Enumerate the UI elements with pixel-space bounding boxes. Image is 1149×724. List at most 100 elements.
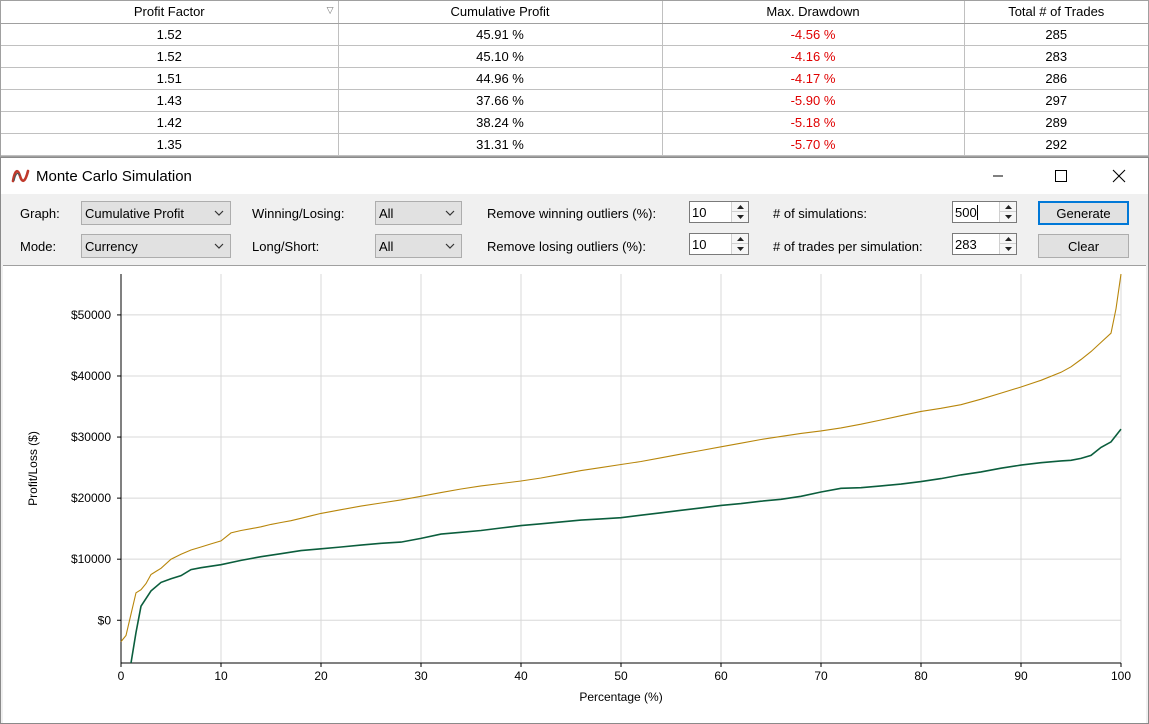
- chevron-down-icon: [214, 243, 224, 249]
- remove-losing-outliers-value: 10: [692, 237, 707, 252]
- table-row[interactable]: 1.52 45.10 % -4.16 % 283: [1, 45, 1148, 68]
- cell-total-trades: 286: [964, 67, 1148, 90]
- remove-losing-outliers-label: Remove losing outliers (%):: [487, 239, 646, 254]
- table-row[interactable]: 1.51 44.96 % -4.17 % 286: [1, 67, 1148, 90]
- x-tick-label: 20: [314, 669, 328, 683]
- cell-profit-factor: 1.52: [1, 45, 339, 68]
- close-icon: [1112, 169, 1126, 183]
- cell-cumulative-profit: 44.96 %: [338, 67, 663, 90]
- x-tick-label: 0: [118, 669, 125, 683]
- remove-losing-outliers-spinner[interactable]: 10: [689, 233, 749, 255]
- graph-label: Graph:: [20, 206, 60, 221]
- table-row[interactable]: 1.42 38.24 % -5.18 % 289: [1, 111, 1148, 134]
- column-header-total-trades[interactable]: Total # of Trades: [964, 1, 1148, 24]
- spinner-buttons[interactable]: [731, 234, 748, 254]
- results-table: Profit Factor ▽ Cumulative Profit Max. Dr…: [1, 1, 1148, 156]
- cell-total-trades: 292: [964, 133, 1148, 156]
- cell-total-trades: 283: [964, 45, 1148, 68]
- maximize-button[interactable]: [1032, 158, 1090, 194]
- title-bar[interactable]: Monte Carlo Simulation: [1, 158, 1148, 194]
- chevron-down-icon: [445, 243, 455, 249]
- cell-max-drawdown: -5.90 %: [662, 89, 965, 112]
- spin-up-icon[interactable]: [732, 234, 748, 244]
- winning-losing-dropdown-value: All: [379, 206, 394, 221]
- cell-max-drawdown: -5.18 %: [662, 111, 965, 134]
- chart-series: [120, 273, 1122, 664]
- spinner-buttons[interactable]: [731, 202, 748, 222]
- x-tick-label: 100: [1111, 669, 1131, 683]
- trades-per-simulation-value: 283: [955, 237, 977, 252]
- cell-cumulative-profit: 38.24 %: [338, 111, 663, 134]
- cell-max-drawdown: -5.70 %: [662, 133, 965, 156]
- maximize-icon: [1055, 170, 1067, 182]
- spin-down-icon[interactable]: [1000, 212, 1016, 222]
- series-line-1: [120, 273, 1122, 642]
- monte-carlo-window: Monte Carlo Simulation Graph: Cumulative…: [0, 157, 1149, 724]
- sort-descending-icon: ▽: [326, 5, 334, 15]
- mode-dropdown-value: Currency: [85, 239, 138, 254]
- long-short-dropdown-value: All: [379, 239, 394, 254]
- x-tick-label: 40: [514, 669, 528, 683]
- column-header-cumulative-profit[interactable]: Cumulative Profit: [338, 1, 663, 24]
- graph-dropdown[interactable]: Cumulative Profit: [81, 201, 231, 225]
- trades-per-simulation-spinner[interactable]: 283: [952, 233, 1017, 255]
- spinner-buttons[interactable]: [999, 234, 1016, 254]
- minimize-button[interactable]: [969, 158, 1027, 194]
- remove-winning-outliers-label: Remove winning outliers (%):: [487, 206, 657, 221]
- spinner-buttons[interactable]: [999, 202, 1016, 222]
- num-simulations-spinner[interactable]: 500: [952, 201, 1017, 223]
- long-short-dropdown[interactable]: All: [375, 234, 462, 258]
- column-header-max-drawdown[interactable]: Max. Drawdown: [662, 1, 965, 24]
- num-simulations-value: 500: [955, 205, 977, 220]
- long-short-label: Long/Short:: [252, 239, 320, 254]
- mode-dropdown[interactable]: Currency: [81, 234, 231, 258]
- winning-losing-label: Winning/Losing:: [252, 206, 345, 221]
- spin-down-icon[interactable]: [732, 212, 748, 222]
- cell-max-drawdown: -4.17 %: [662, 67, 965, 90]
- column-header-profit-factor[interactable]: Profit Factor ▽: [1, 1, 339, 24]
- chevron-down-icon: [445, 210, 455, 216]
- cell-max-drawdown: -4.56 %: [662, 23, 965, 46]
- cell-total-trades: 289: [964, 111, 1148, 134]
- spin-up-icon[interactable]: [1000, 234, 1016, 244]
- spin-down-icon[interactable]: [732, 244, 748, 254]
- table-row[interactable]: 1.43 37.66 % -5.90 % 297: [1, 89, 1148, 112]
- results-grid: Profit Factor ▽ Cumulative Profit Max. Dr…: [0, 0, 1149, 157]
- x-axis-title: Percentage (%): [579, 690, 662, 704]
- column-header-label: Profit Factor: [133, 4, 205, 20]
- winning-losing-dropdown[interactable]: All: [375, 201, 462, 225]
- y-axis-title: Profit/Loss ($): [26, 431, 40, 506]
- series-line-2: [130, 428, 1122, 664]
- x-tick-label: 70: [814, 669, 828, 683]
- text-caret: [977, 205, 978, 220]
- table-row[interactable]: 1.52 45.91 % -4.56 % 285: [1, 23, 1148, 46]
- spin-down-icon[interactable]: [1000, 244, 1016, 254]
- x-tick-label: 80: [914, 669, 928, 683]
- cell-profit-factor: 1.43: [1, 89, 339, 112]
- remove-winning-outliers-spinner[interactable]: 10: [689, 201, 749, 223]
- close-button[interactable]: [1090, 158, 1148, 194]
- cell-total-trades: 297: [964, 89, 1148, 112]
- y-tick-label: $20000: [71, 491, 111, 505]
- mode-label: Mode:: [20, 239, 57, 254]
- clear-button[interactable]: Clear: [1038, 234, 1129, 258]
- y-tick-label: $0: [98, 613, 112, 627]
- spin-up-icon[interactable]: [1000, 202, 1016, 212]
- cell-profit-factor: 1.35: [1, 133, 339, 156]
- remove-winning-outliers-value: 10: [692, 205, 707, 220]
- num-simulations-label: # of simulations:: [773, 206, 867, 221]
- cell-profit-factor: 1.42: [1, 111, 339, 134]
- cell-cumulative-profit: 45.10 %: [338, 45, 663, 68]
- y-tick-label: $40000: [71, 369, 111, 383]
- x-tick-label: 10: [214, 669, 228, 683]
- y-tick-label: $50000: [71, 308, 111, 322]
- monte-carlo-chart[interactable]: 0 10 20 30 40 50 60 70 80 90 100 $0 $10000 $20000 $300…: [3, 266, 1146, 722]
- x-tick-label: 50: [614, 669, 628, 683]
- spin-up-icon[interactable]: [732, 202, 748, 212]
- chart-ticks: 0 10 20 30 40 50 60 70 80 90 100 $0 $10000 $20000 $300…: [71, 308, 1131, 683]
- generate-button[interactable]: Generate: [1038, 201, 1129, 225]
- y-tick-label: $30000: [71, 430, 111, 444]
- cell-profit-factor: 1.52: [1, 23, 339, 46]
- table-row[interactable]: 1.35 31.31 % -5.70 % 292: [1, 133, 1148, 156]
- y-tick-label: $10000: [71, 552, 111, 566]
